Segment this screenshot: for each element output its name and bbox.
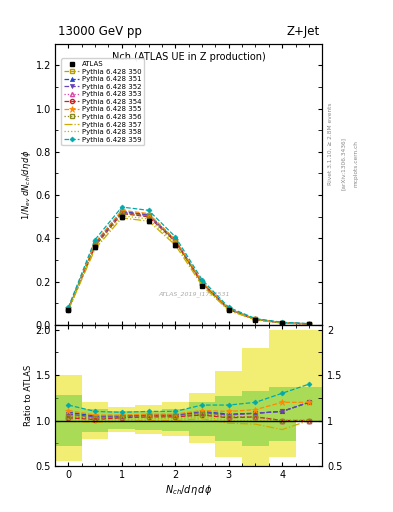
Text: mcplots.cern.ch: mcplots.cern.ch — [354, 140, 359, 187]
Text: Rivet 3.1.10, ≥ 2.8M events: Rivet 3.1.10, ≥ 2.8M events — [328, 102, 333, 185]
Text: ATLAS_2019_I1736531: ATLAS_2019_I1736531 — [158, 291, 230, 297]
Text: Z+Jet: Z+Jet — [286, 25, 320, 38]
Text: [arXiv:1306.3436]: [arXiv:1306.3436] — [341, 137, 346, 190]
Legend: ATLAS, Pythia 6.428 350, Pythia 6.428 351, Pythia 6.428 352, Pythia 6.428 353, P: ATLAS, Pythia 6.428 350, Pythia 6.428 35… — [61, 58, 144, 145]
Text: 13000 GeV pp: 13000 GeV pp — [58, 25, 141, 38]
Y-axis label: $1/N_{ev}$ $dN_{ch}/d\eta\,d\phi$: $1/N_{ev}$ $dN_{ch}/d\eta\,d\phi$ — [20, 149, 33, 220]
X-axis label: $N_{ch}/d\eta\,d\phi$: $N_{ch}/d\eta\,d\phi$ — [165, 483, 212, 497]
Text: Nch (ATLAS UE in Z production): Nch (ATLAS UE in Z production) — [112, 52, 266, 62]
Y-axis label: Ratio to ATLAS: Ratio to ATLAS — [24, 365, 33, 426]
